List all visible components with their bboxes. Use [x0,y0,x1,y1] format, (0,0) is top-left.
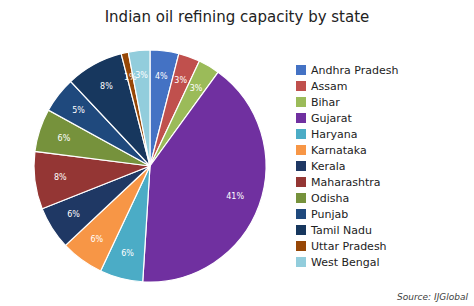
legend-swatch [296,97,306,107]
legend-label: Tamil Nadu [310,224,372,237]
legend-label: Punjab [311,208,348,221]
legend-label: Haryana [311,128,358,141]
pie-slice [143,72,266,282]
data-label: 3% [135,71,148,80]
legend-swatch [296,209,306,219]
chart: Indian oil refining capacity by state 4% 3… [0,0,474,306]
data-label: 41% [226,192,244,201]
data-labels: 4%3%3%41%6%6%6%8%6%5%8%1%3% [54,71,245,258]
legend-swatch [296,81,306,91]
data-label: 6% [67,210,80,219]
title: Indian oil refining capacity by state [105,8,370,26]
legend-label: Assam [311,80,347,93]
legend: Andhra Pradesh Assam Bihar Gujarat Haryana Ka… [296,64,398,269]
data-label: 3% [190,84,203,93]
background [0,0,474,306]
legend-swatch [296,241,306,251]
legend-label: Odisha [311,192,349,205]
data-label: 8% [54,173,67,182]
data-label: 4% [155,72,168,81]
pie-slice [128,50,150,166]
legend-label: West Bengal [311,256,380,269]
data-label: 8% [100,82,113,91]
legend-label: Gujarat [311,112,353,125]
legend-swatch [296,145,306,155]
legend-swatch [296,161,306,171]
legend-swatch [296,225,306,235]
legend-swatch [296,65,306,75]
data-label: 3% [174,76,187,85]
legend-label: Uttar Pradesh [311,240,387,253]
legend-swatch [296,129,306,139]
legend-swatch [296,193,306,203]
legend-swatch [296,177,306,187]
legend-label: Kerala [311,160,346,173]
legend-label: Karnataka [311,144,367,157]
data-label: 5% [72,106,85,115]
legend-label: Andhra Pradesh [311,64,398,77]
legend-label: Maharashtra [311,176,381,189]
data-label: 6% [121,249,134,258]
data-label: 6% [90,235,103,244]
pie [34,50,266,282]
legend-swatch [296,113,306,123]
source: Source: IJGlobal [397,292,469,302]
legend-swatch [296,257,306,267]
legend-label: Bihar [311,96,340,109]
data-label: 6% [58,134,71,143]
